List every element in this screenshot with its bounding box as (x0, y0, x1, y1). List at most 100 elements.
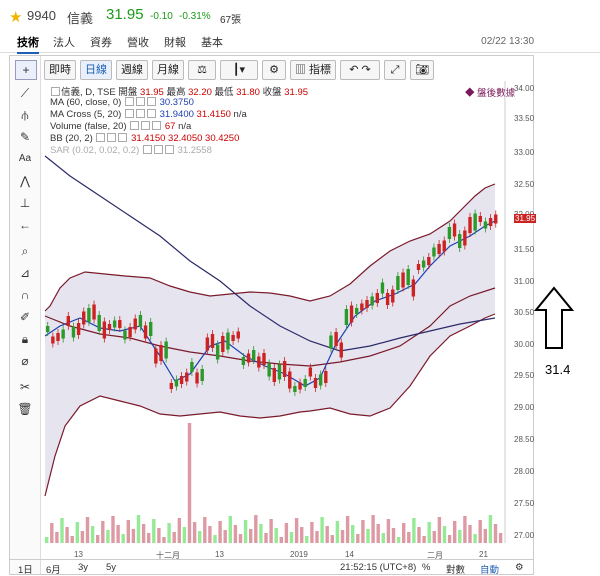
tab-financials[interactable]: 財報 (164, 37, 186, 49)
volume-bar (391, 528, 396, 543)
bollinger-lower (44, 313, 496, 497)
candle-body (298, 382, 302, 390)
magnet-icon[interactable]: ∩ (20, 288, 30, 302)
hide-drawings-icon[interactable]: ⌀ (21, 354, 29, 368)
legend-main: 信義, D, TSE 開盤 31.95 最高 32.20 最低 31.80 收盤… (50, 84, 308, 98)
trash-icon[interactable]: 🗑︎ (17, 402, 33, 416)
candle-body (51, 336, 55, 344)
crosshair-icon[interactable]: + (15, 60, 37, 80)
last-price: 31.95 (106, 6, 144, 23)
candle-body (411, 279, 416, 297)
candle-body (380, 282, 385, 294)
settings-small-icon[interactable]: ⚙ (515, 562, 524, 573)
auto-toggle[interactable]: 自動 (480, 565, 500, 576)
candle-body (262, 353, 266, 365)
lock-drawings-icon[interactable]: ✐ (19, 310, 31, 324)
volume-bar (483, 529, 487, 543)
lock-icon[interactable]: 🔒︎ (21, 332, 29, 346)
range-1d[interactable]: 1日 (18, 565, 33, 576)
legend-sar: SAR (0.02, 0.02, 0.2) 31.2558 (50, 145, 212, 156)
settings-gear-icon[interactable]: ⚙ (262, 60, 286, 80)
range-5y[interactable]: 5y (106, 562, 117, 573)
chart-type-icon[interactable]: ┃▾ (220, 60, 258, 80)
tab-basic[interactable]: 基本 (201, 37, 223, 49)
volume-bar (300, 527, 304, 543)
brush-icon[interactable]: ✎ (19, 130, 31, 144)
candle-body (61, 329, 65, 339)
range-6m[interactable]: 6月 (46, 565, 61, 576)
candle-body (375, 293, 379, 303)
candle-body (344, 309, 349, 325)
tab-margin[interactable]: 資券 (90, 37, 112, 49)
volume-bar (488, 515, 493, 543)
volume-bar (172, 532, 176, 543)
price-chart-canvas[interactable] (10, 56, 533, 574)
price-tick-label: 31.00 (514, 277, 535, 286)
volume-bar (473, 534, 477, 543)
volume-bar (422, 536, 426, 543)
volume-bar (249, 529, 253, 543)
candle-body (452, 223, 457, 237)
candle-body (221, 336, 225, 352)
candle-body (190, 362, 194, 372)
monthly-button[interactable]: 月線 (152, 60, 184, 80)
candle-body (494, 214, 498, 224)
price-tick-label: 29.00 (514, 403, 535, 412)
favorite-star-icon[interactable]: ★ (9, 9, 23, 26)
trend-line-icon[interactable]: ⟋ (20, 86, 30, 100)
camera-icon[interactable]: 📷︎ (410, 60, 434, 80)
measure-icon[interactable]: ⊿ (19, 266, 31, 280)
text-tool-icon[interactable]: Aa (18, 153, 32, 164)
volume-bar (289, 532, 294, 543)
up-arrow-annotation (533, 286, 575, 349)
volume-bar (330, 535, 334, 543)
tab-revenue[interactable]: 營收 (127, 37, 149, 49)
candle-body (427, 257, 431, 265)
indicator-button[interactable]: ▥ 指標 (290, 60, 336, 80)
price-tick-label: 29.50 (514, 371, 535, 380)
daily-button[interactable]: 日線 (80, 60, 112, 80)
volume-bar (402, 523, 406, 543)
price-tick-label: 33.50 (514, 114, 535, 123)
candle-body (215, 344, 220, 360)
fullscreen-icon[interactable]: ⤢ (384, 60, 406, 80)
arrow-left-icon[interactable]: ← (19, 218, 31, 232)
price-tick-label: 31.50 (514, 245, 535, 254)
volume-bar (85, 517, 90, 543)
volume-bar (96, 535, 100, 543)
undo-redo-icon[interactable]: ↶ ↷ (340, 60, 380, 80)
remove-tools-icon[interactable]: ✂ (19, 380, 31, 394)
volume-bar (356, 534, 360, 543)
compare-scale-icon[interactable]: ⚖ (188, 60, 216, 80)
time-tick-label: 十二月 (156, 551, 180, 560)
after-hours-link[interactable]: ◆ 盤後數據 (465, 88, 516, 99)
indicator-label: 指標 (309, 64, 332, 76)
volume-bar (310, 522, 314, 543)
tab-institutional[interactable]: 法人 (53, 37, 75, 49)
candle-body (128, 327, 132, 337)
candle-body (401, 272, 405, 288)
price-change: -0.10 (150, 11, 173, 22)
volume-bar (55, 532, 59, 543)
pitchfork-icon[interactable]: ⫛ (21, 108, 29, 122)
candle-body (277, 364, 282, 380)
candle-body (442, 240, 446, 252)
volume-bar (75, 522, 79, 543)
tab-technical[interactable]: 技術 (17, 34, 39, 54)
volume-bar (198, 531, 202, 543)
log-toggle[interactable]: 對數 (446, 565, 466, 576)
percent-toggle[interactable]: % (422, 562, 431, 573)
candle-body (82, 311, 86, 325)
volume-bar (106, 530, 110, 543)
volume-bar (157, 528, 161, 543)
weekly-button[interactable]: 週線 (116, 60, 148, 80)
volume-bar (167, 523, 171, 543)
realtime-button[interactable]: 即時 (44, 60, 76, 80)
candle-body (138, 315, 143, 327)
range-3y[interactable]: 3y (78, 562, 89, 573)
volume-bar (70, 536, 74, 543)
bollinger-middle (44, 287, 496, 367)
pattern-icon[interactable]: ⋀ (20, 174, 30, 188)
fibonacci-icon[interactable]: ⊥ (19, 196, 31, 210)
zoom-icon[interactable]: ⌕ (21, 244, 29, 258)
